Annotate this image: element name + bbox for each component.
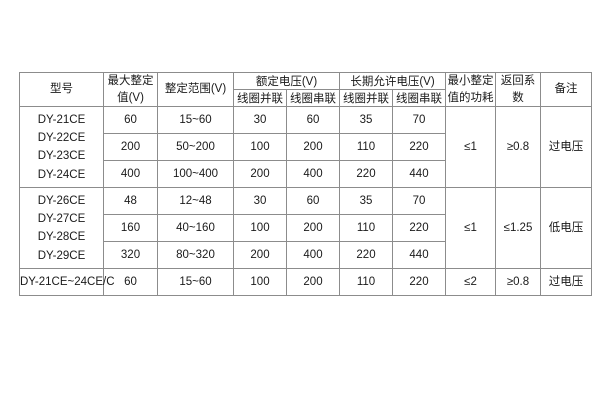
- model-name: DY-24CE: [37, 168, 86, 181]
- table-row: 160 40~160 100 200 110 220: [20, 214, 592, 243]
- model-name: DY-28CE: [37, 231, 86, 244]
- cell-setting-range: 80~320: [157, 241, 234, 270]
- cell-rated-parallel: 200: [233, 160, 287, 189]
- header-return-coefficient: 返回系数: [495, 71, 541, 108]
- cell-rated-series: 400: [286, 160, 340, 189]
- cell-long-parallel: 35: [339, 187, 393, 216]
- cell-max-setting: 48: [103, 187, 158, 216]
- table-row: DY-21CE~24CE/C 60 15~60 100 200 110 220 …: [19, 268, 592, 297]
- cell-max-setting: 200: [103, 133, 158, 162]
- header-long-coil-series: 线圈串联: [392, 89, 446, 108]
- spec-table-container: 型号 最大整定值(V) 整定范围(V) 额定电压(V) 长期允许电压(V) 最小…: [19, 71, 592, 297]
- cell-remark: 低电压: [540, 187, 592, 270]
- header-min-power: 最小整定值的功耗: [445, 71, 496, 108]
- table-row: 320 80~320 200 400 220 440: [20, 241, 592, 270]
- model-name: DY-23CE: [37, 150, 86, 163]
- header-row-primary: 型号 最大整定值(V) 整定范围(V) 额定电压(V) 长期允许电压(V) 最小…: [19, 71, 592, 108]
- cell-rated-series: 400: [286, 241, 340, 270]
- cell-min-power: ≤1: [445, 106, 496, 189]
- cell-rated-series: 60: [286, 187, 340, 216]
- cell-long-parallel: 110: [339, 268, 393, 297]
- cell-long-series: 70: [392, 187, 446, 216]
- header-max-setting: 最大整定值(V): [103, 71, 158, 108]
- cell-return-coefficient: ≥0.8: [495, 268, 541, 297]
- header-rated-coil-parallel: 线圈并联: [233, 89, 287, 108]
- cell-max-setting: 160: [103, 214, 158, 243]
- cell-long-series: 220: [392, 214, 446, 243]
- model-name: DY-26CE: [37, 194, 86, 207]
- cell-min-power: ≤2: [445, 268, 496, 297]
- header-row-secondary: 线圈并联 线圈串联 线圈并联 线圈串联: [20, 89, 592, 108]
- cell-rated-parallel: 100: [233, 214, 287, 243]
- cell-max-setting: 400: [103, 160, 158, 189]
- cell-long-parallel: 220: [339, 241, 393, 270]
- table-row: DY-21CE DY-22CE DY-23CE DY-24CE 60 15~60…: [19, 106, 592, 189]
- cell-return-coefficient: ≥0.8: [495, 106, 541, 189]
- header-rated-voltage: 额定电压(V): [233, 71, 340, 91]
- header-long-coil-parallel: 线圈并联: [339, 89, 393, 108]
- cell-max-setting: 60: [103, 106, 158, 135]
- model-name: DY-29CE: [37, 249, 86, 262]
- cell-long-series: 220: [392, 268, 446, 297]
- model-group-cell: DY-26CE DY-27CE DY-28CE DY-29CE: [19, 187, 104, 270]
- cell-max-setting: 60: [103, 268, 158, 297]
- table-body: DY-21CE DY-22CE DY-23CE DY-24CE 60 15~60…: [19, 106, 592, 297]
- cell-max-setting: 320: [103, 241, 158, 270]
- cell-rated-parallel: 30: [233, 106, 287, 135]
- header-setting-range: 整定范围(V): [157, 71, 234, 108]
- model-name: DY-22CE: [37, 131, 86, 144]
- cell-long-parallel: 220: [339, 160, 393, 189]
- model-name: DY-21CE: [37, 113, 86, 126]
- cell-remark: 过电压: [540, 106, 592, 189]
- relay-specification-table: 型号 最大整定值(V) 整定范围(V) 额定电压(V) 长期允许电压(V) 最小…: [19, 71, 592, 297]
- cell-setting-range: 50~200: [157, 133, 234, 162]
- header-rated-coil-series: 线圈串联: [286, 89, 340, 108]
- cell-setting-range: 12~48: [157, 187, 234, 216]
- cell-long-series: 440: [392, 160, 446, 189]
- table-row: 200 50~200 100 200 110 220: [20, 133, 592, 162]
- cell-rated-series: 200: [286, 268, 340, 297]
- cell-rated-series: 60: [286, 106, 340, 135]
- cell-model: DY-21CE~24CE/C: [19, 268, 115, 297]
- cell-long-parallel: 35: [339, 106, 393, 135]
- cell-long-series: 220: [392, 133, 446, 162]
- cell-remark: 过电压: [540, 268, 592, 297]
- cell-setting-range: 40~160: [157, 214, 234, 243]
- cell-setting-range: 15~60: [157, 106, 234, 135]
- cell-min-power: ≤1: [445, 187, 496, 270]
- cell-long-parallel: 110: [339, 214, 393, 243]
- cell-rated-parallel: 100: [233, 133, 287, 162]
- cell-rated-parallel: 200: [233, 241, 287, 270]
- header-long-term-voltage: 长期允许电压(V): [339, 71, 446, 91]
- cell-rated-series: 200: [286, 214, 340, 243]
- cell-long-series: 440: [392, 241, 446, 270]
- cell-long-parallel: 110: [339, 133, 393, 162]
- cell-rated-parallel: 100: [233, 268, 287, 297]
- model-group-cell: DY-21CE DY-22CE DY-23CE DY-24CE: [19, 106, 104, 189]
- cell-rated-parallel: 30: [233, 187, 287, 216]
- table-row: DY-26CE DY-27CE DY-28CE DY-29CE 48 12~48…: [19, 187, 592, 270]
- header-remark: 备注: [540, 71, 592, 108]
- cell-rated-series: 200: [286, 133, 340, 162]
- table-header: 型号 最大整定值(V) 整定范围(V) 额定电压(V) 长期允许电压(V) 最小…: [19, 71, 592, 108]
- cell-return-coefficient: ≤1.25: [495, 187, 541, 270]
- cell-long-series: 70: [392, 106, 446, 135]
- cell-setting-range: 100~400: [157, 160, 234, 189]
- header-model: 型号: [19, 71, 104, 108]
- model-name: DY-27CE: [37, 212, 86, 225]
- cell-setting-range: 15~60: [157, 268, 234, 297]
